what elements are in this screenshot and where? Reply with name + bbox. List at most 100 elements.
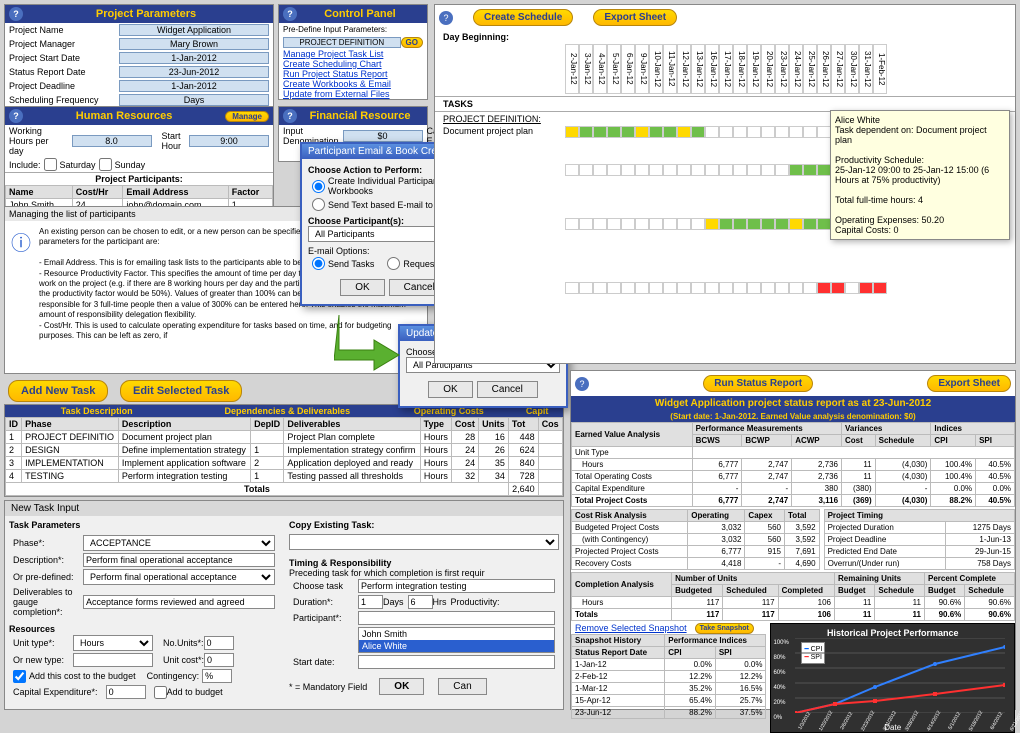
add-task-button[interactable]: Add New Task [8, 380, 108, 402]
task-cell: IMPLEMENTATION [22, 457, 119, 470]
th-phase: Phase [22, 418, 119, 431]
create-schedule-button[interactable]: Create Schedule [473, 9, 573, 26]
status-cell: 40.5% [976, 459, 1015, 471]
tt-dep: Task dependent on: Document project plan [835, 125, 1005, 145]
control-link[interactable]: Manage Project Task List [279, 49, 427, 59]
req-prog-radio[interactable] [387, 257, 400, 270]
task-cell: Hours [420, 457, 451, 470]
task-cell: 2 [251, 457, 284, 470]
gantt-cell [579, 218, 593, 230]
freq-value[interactable]: Days [119, 94, 269, 106]
unit-type-select[interactable]: Hours [73, 635, 153, 651]
gantt-cell [607, 164, 621, 176]
add-cost-checkbox[interactable] [13, 670, 26, 683]
gantt-cell [789, 164, 803, 176]
export-sheet-button[interactable]: Export Sheet [593, 9, 677, 26]
control-link[interactable]: Create Workbooks & Email [279, 79, 427, 89]
start-hour-value[interactable]: 9:00 [189, 135, 269, 147]
d3-ok-button[interactable]: OK [428, 381, 472, 398]
desc-input[interactable] [83, 553, 275, 567]
schd-h: Schedule [875, 585, 925, 597]
new-type-input[interactable] [73, 653, 153, 667]
dur-hrs-input[interactable] [408, 595, 433, 609]
control-link[interactable]: Run Project Status Report [279, 69, 427, 79]
control-link[interactable]: Create Scheduling Chart [279, 59, 427, 69]
email-header: Email Address [123, 186, 228, 199]
manager-value[interactable]: Mary Brown [119, 38, 269, 50]
or-new-label: Or new type: [13, 655, 73, 665]
gantt-cell [565, 126, 579, 138]
choose-task-input[interactable] [358, 579, 555, 593]
bcws-h: BCWS [692, 435, 742, 447]
task-cell: 728 [508, 470, 538, 483]
saturday-checkbox[interactable] [44, 158, 57, 171]
unit-cost-input[interactable] [204, 653, 234, 667]
edit-task-button[interactable]: Edit Selected Task [120, 380, 242, 402]
status-value[interactable]: 23-Jun-2012 [119, 66, 269, 78]
start-date-input[interactable] [358, 655, 555, 669]
sunday-checkbox[interactable] [99, 158, 112, 171]
d3-cancel-button[interactable]: Cancel [477, 381, 538, 398]
task-cell: Document project plan [118, 431, 250, 444]
task-cell: Implement application software [118, 457, 250, 470]
opt2-radio[interactable] [312, 198, 325, 211]
input-denom-value[interactable]: $0 [343, 130, 423, 142]
opt1-radio[interactable] [312, 180, 325, 193]
part-opt1[interactable]: John Smith [359, 628, 554, 640]
no-units-input[interactable] [204, 636, 234, 650]
participant-input[interactable] [358, 611, 555, 625]
gantt-cell [733, 218, 747, 230]
snapshot-cell: 12.2% [665, 671, 716, 683]
gantt-cell [705, 282, 719, 294]
help-icon[interactable]: ? [439, 11, 453, 25]
go-button[interactable]: GO [401, 37, 423, 48]
run-status-button[interactable]: Run Status Report [703, 375, 813, 392]
gantt-cell [789, 282, 803, 294]
task-cell: 26 [479, 444, 509, 457]
phase-select[interactable]: ACCEPTANCE [83, 535, 275, 551]
hours-value[interactable]: 8.0 [72, 135, 152, 147]
days-label: Days [383, 597, 404, 607]
status-cell: 3,592 [785, 522, 820, 534]
gantt-cell [677, 164, 691, 176]
gantt-cell [663, 164, 677, 176]
th-tot: Tot [508, 418, 538, 431]
deadline-value[interactable]: 1-Jan-2012 [119, 80, 269, 92]
d1-ok-button[interactable]: OK [340, 279, 384, 296]
ca-hours-row: Hours [572, 597, 672, 609]
part-opt2[interactable]: Alice White [359, 640, 554, 652]
gantt-cell [845, 282, 859, 294]
gantt-cell [649, 126, 663, 138]
name-value[interactable]: Widget Application [119, 24, 269, 36]
contingency-input[interactable] [202, 669, 232, 683]
send-tasks-radio[interactable] [312, 257, 325, 270]
control-link[interactable]: Update from External Files [279, 89, 427, 99]
help-icon[interactable]: ? [575, 377, 589, 391]
ok-button[interactable]: OK [379, 678, 424, 695]
help-icon[interactable]: ? [9, 109, 23, 123]
snapshot-cell: 1-Mar-12 [572, 683, 665, 695]
status-cell: 106 [778, 597, 834, 609]
export-sheet-button2[interactable]: Export Sheet [927, 375, 1011, 392]
take-snapshot-button[interactable]: Take Snapshot [695, 623, 754, 634]
status-cell: 4,690 [785, 558, 820, 570]
predef-value[interactable]: PROJECT DEFINITION [283, 37, 401, 48]
dur-days-input[interactable] [358, 595, 383, 609]
snapshot-cell: 65.4% [665, 695, 716, 707]
add-budget-checkbox[interactable] [154, 686, 167, 699]
help-icon[interactable]: ? [283, 7, 297, 21]
chart-x-label: 2/6/2012 [839, 711, 854, 731]
copy-task-select[interactable] [289, 534, 559, 550]
gantt-cell [607, 218, 621, 230]
help-icon[interactable]: ? [9, 7, 23, 21]
predef-select[interactable]: Perform final operational acceptance [83, 569, 275, 585]
status-title: Widget Application project status report… [571, 396, 1015, 411]
help-icon[interactable]: ? [283, 109, 297, 123]
cancel-button[interactable]: Can [438, 678, 486, 695]
gantt-cell [579, 126, 593, 138]
capex-input[interactable] [106, 685, 146, 699]
start-value[interactable]: 1-Jan-2012 [119, 52, 269, 64]
manage-button[interactable]: Manage [225, 111, 269, 122]
deliv-input[interactable] [83, 595, 275, 609]
remove-snapshot-link[interactable]: Remove Selected Snapshot [571, 623, 691, 634]
